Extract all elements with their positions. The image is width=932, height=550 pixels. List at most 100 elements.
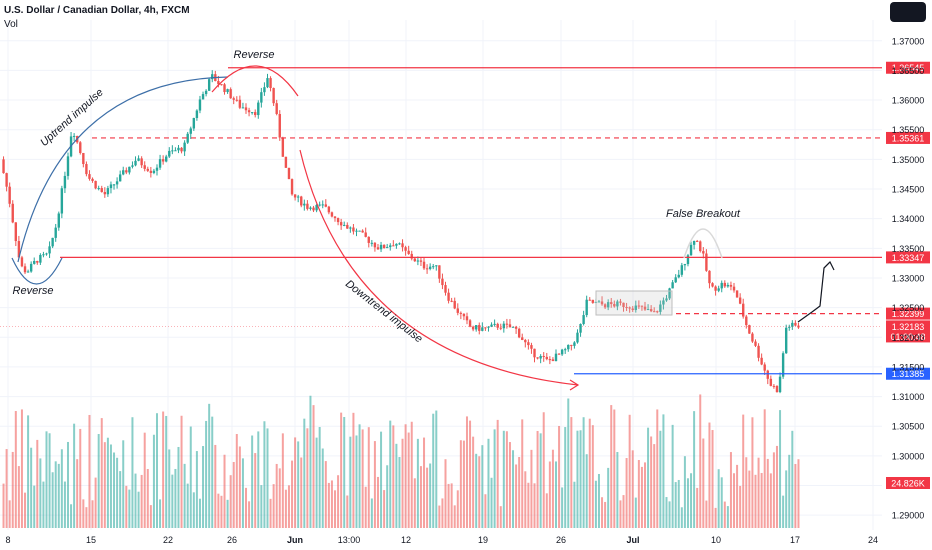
candle-body (223, 84, 226, 93)
volume-bar (48, 433, 51, 528)
candle-body (137, 158, 140, 161)
volume-bar (251, 435, 254, 528)
volume-bar (542, 412, 545, 528)
volume-bar (174, 468, 177, 528)
volume-bar (570, 417, 573, 528)
candle-body (573, 342, 576, 346)
volume-bar (404, 424, 407, 528)
volume-bar (419, 466, 422, 528)
candle-body (751, 333, 754, 342)
volume-bar (198, 498, 201, 528)
candle-body (88, 174, 91, 179)
volume-bar (57, 463, 60, 528)
volume-bar (327, 482, 330, 528)
volume-bar (582, 417, 585, 528)
volume-legend-label: Vol (4, 19, 18, 30)
price-tick-label: 1.29000 (892, 511, 925, 521)
volume-bar (27, 415, 30, 528)
candle-body (376, 247, 380, 250)
consolidation-box (595, 290, 673, 316)
volume-bar (659, 430, 662, 528)
candle-body (692, 240, 696, 245)
volume-bar (671, 424, 674, 528)
price-tick-label: 1.35500 (892, 125, 925, 135)
volume-bar (683, 456, 686, 528)
volume-bar (284, 489, 287, 528)
candle-body (425, 268, 429, 270)
candle-body (606, 302, 610, 308)
candle-body (128, 166, 131, 173)
volume-bar (97, 434, 100, 528)
candle-body (392, 245, 395, 247)
candle-body (496, 323, 499, 328)
candle-body (699, 241, 702, 252)
volume-bar (343, 417, 346, 528)
volume-bar (453, 505, 456, 528)
volume-bar (634, 497, 637, 528)
volume-bar (465, 416, 468, 528)
candle-body (293, 194, 297, 198)
volume-bar (8, 500, 11, 528)
candle-body (303, 203, 306, 206)
candle-body (364, 232, 367, 237)
volume-bar (561, 487, 564, 528)
volume-bar (607, 467, 610, 528)
volume-bar (116, 457, 119, 528)
volume-bar (751, 417, 754, 528)
volume-bar (601, 497, 604, 528)
candle-body (370, 242, 374, 244)
symbol-title[interactable]: U.S. Dollar / Canadian Dollar, 4h, FXCM (4, 5, 190, 16)
candle-body (211, 74, 214, 80)
candle-body (471, 326, 475, 330)
volume-bar (775, 445, 778, 528)
volume-bar (131, 417, 134, 528)
false-breakout-arc (683, 228, 723, 259)
volume-bar (380, 431, 383, 528)
candle-body (585, 299, 588, 316)
volume-bar (622, 495, 625, 528)
volume-bar (122, 440, 125, 528)
volume-bar (5, 449, 8, 528)
volume-bar (505, 431, 508, 528)
price-tick-label: 1.30000 (892, 451, 925, 461)
price-level-label: 1.36545 (892, 63, 925, 73)
candle-body (545, 356, 548, 360)
volume-bar (665, 497, 668, 528)
volume-bar (223, 454, 226, 528)
volume-bar (36, 439, 39, 528)
candle-body (11, 203, 14, 223)
price-tick-label: 1.36000 (892, 96, 925, 106)
candle-body (643, 306, 647, 310)
candle-body (20, 257, 24, 267)
candle-body (419, 260, 423, 262)
candle-body (468, 320, 472, 327)
price-tick-label: 1.32500 (892, 303, 925, 313)
volume-bar (39, 458, 42, 528)
volume-bar (254, 453, 257, 528)
projection-arrowhead (823, 260, 835, 271)
candle-body (168, 150, 171, 157)
candle-body (542, 356, 545, 358)
toolbar-button[interactable] (890, 2, 926, 22)
volume-bar (312, 405, 315, 528)
price-tick-label: 1.33000 (892, 273, 925, 283)
volume-bar (152, 434, 155, 528)
candle-body (257, 102, 260, 116)
volume-bar (619, 500, 622, 528)
volume-bar (51, 472, 54, 528)
volume-bar (63, 481, 66, 528)
candle-body (23, 266, 27, 273)
candle-body (192, 118, 196, 129)
candle-body (413, 258, 417, 262)
volume-bar (60, 449, 63, 528)
volume-bar (192, 492, 195, 528)
volume-bar (508, 442, 511, 528)
volume-bar (14, 411, 17, 528)
volume-bar (263, 421, 266, 528)
volume-bar (248, 501, 251, 528)
volume-bar (416, 438, 419, 528)
volume-bar (109, 444, 112, 528)
time-tick-label: 24 (868, 535, 878, 545)
volume-bar (435, 410, 438, 528)
